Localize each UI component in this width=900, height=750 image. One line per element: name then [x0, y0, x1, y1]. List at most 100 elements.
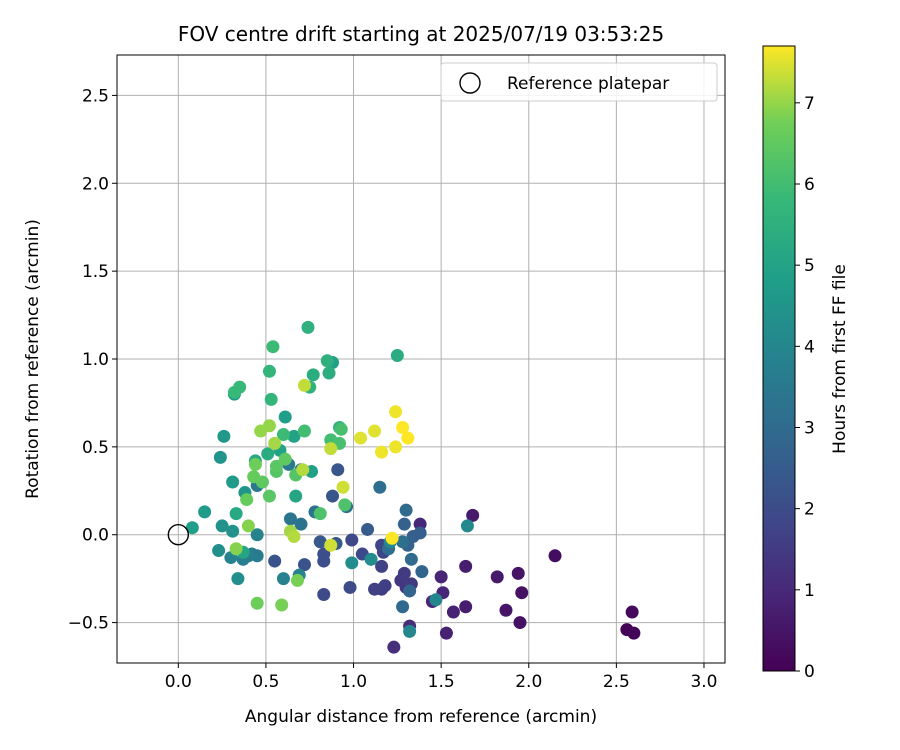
- data-point: [324, 442, 338, 456]
- data-point: [460, 519, 474, 533]
- colorbar-tick-label: 1: [804, 581, 815, 601]
- data-point: [287, 529, 301, 543]
- y-axis-ticks: −0.5 0.0 0.5 1.0 1.5 2.0 2.5: [68, 86, 117, 634]
- chart-title: FOV centre drift starting at 2025/07/19 …: [178, 22, 664, 46]
- data-point: [396, 421, 410, 435]
- data-point: [389, 440, 403, 454]
- data-point: [229, 542, 243, 556]
- data-point: [403, 624, 417, 638]
- data-point: [345, 556, 359, 570]
- colorbar-tick-label: 2: [804, 500, 815, 520]
- data-point: [297, 558, 311, 572]
- y-axis-label: Rotation from reference (arcmin): [23, 219, 43, 499]
- data-point: [229, 507, 243, 521]
- data-point: [276, 572, 290, 586]
- data-point: [343, 580, 357, 594]
- data-point: [212, 544, 226, 558]
- data-point: [240, 493, 254, 507]
- data-point: [415, 565, 429, 579]
- data-point: [385, 531, 399, 545]
- x-tick-label: 1.0: [340, 672, 367, 692]
- data-point: [439, 626, 453, 640]
- data-point: [301, 320, 315, 334]
- x-tick-label: 0.5: [252, 672, 279, 692]
- data-point: [185, 521, 199, 535]
- data-point: [306, 368, 320, 382]
- data-point: [375, 559, 389, 573]
- x-axis-label: Angular distance from reference (arcmin): [245, 707, 597, 727]
- y-tick-label: 1.0: [82, 350, 109, 370]
- legend-box: [440, 62, 718, 102]
- data-point: [401, 431, 415, 445]
- data-point: [336, 480, 350, 494]
- data-point: [404, 552, 418, 566]
- data-point: [345, 533, 359, 547]
- data-point: [297, 424, 311, 438]
- reference-marker: [167, 524, 190, 546]
- data-point: [227, 385, 241, 399]
- x-tick-label: 2.0: [515, 672, 542, 692]
- data-point: [296, 463, 310, 477]
- legend-entry-reference: Reference platepar: [507, 74, 669, 94]
- data-point: [261, 447, 275, 461]
- data-point: [217, 429, 231, 443]
- data-point: [459, 600, 473, 614]
- data-point: [287, 429, 301, 443]
- data-point: [511, 566, 525, 580]
- x-tick-label: 3.0: [690, 672, 717, 692]
- data-point: [466, 508, 480, 522]
- data-point: [266, 340, 280, 354]
- data-point: [268, 554, 282, 568]
- data-point: [226, 524, 240, 538]
- data-point: [322, 366, 336, 380]
- x-tick-label: 2.5: [603, 672, 630, 692]
- colorbar-tick-label: 6: [804, 175, 815, 195]
- data-point: [320, 354, 334, 368]
- data-point: [275, 598, 289, 612]
- data-point: [268, 436, 282, 450]
- data-point: [262, 489, 276, 503]
- data-point: [215, 519, 229, 533]
- y-tick-label: −0.5: [68, 614, 109, 634]
- data-point: [515, 586, 529, 600]
- data-point: [331, 463, 345, 477]
- data-point: [269, 459, 283, 473]
- data-point: [364, 552, 378, 566]
- data-point: [283, 512, 297, 526]
- colorbar-tick-label: 5: [804, 256, 815, 276]
- data-point: [294, 517, 308, 531]
- data-point: [264, 392, 278, 406]
- y-tick-label: 1.5: [82, 262, 109, 282]
- data-point: [289, 489, 303, 503]
- colorbar-tick-label: 0: [804, 662, 815, 682]
- data-point: [334, 422, 348, 436]
- data-point: [276, 428, 290, 442]
- data-point: [513, 616, 527, 630]
- data-point: [490, 570, 504, 584]
- data-point: [241, 519, 255, 533]
- data-point: [396, 535, 410, 549]
- data-point: [213, 450, 227, 464]
- data-point: [324, 538, 338, 552]
- data-point: [499, 603, 513, 617]
- data-point: [326, 489, 340, 503]
- data-point: [390, 348, 404, 362]
- data-point: [378, 579, 392, 593]
- data-point: [375, 445, 389, 459]
- data-point: [434, 570, 448, 584]
- x-axis-ticks: 0.0 0.5 1.0 1.5 2.0 2.5 3.0: [165, 663, 717, 692]
- data-point: [317, 587, 331, 601]
- data-point: [250, 596, 264, 610]
- y-tick-label: 2.0: [82, 174, 109, 194]
- data-point: [368, 582, 382, 596]
- data-point: [278, 410, 292, 424]
- data-point: [313, 507, 327, 521]
- y-tick-label: 2.5: [82, 86, 109, 106]
- colorbar-gradient: [762, 45, 796, 672]
- data-point: [338, 498, 352, 512]
- y-tick-label: 0.5: [82, 438, 109, 458]
- colorbar-ticks: 0 1 2 3 4 5 6 7: [795, 94, 815, 682]
- data-point: [247, 470, 261, 484]
- data-point: [317, 547, 331, 561]
- data-point: [446, 605, 460, 619]
